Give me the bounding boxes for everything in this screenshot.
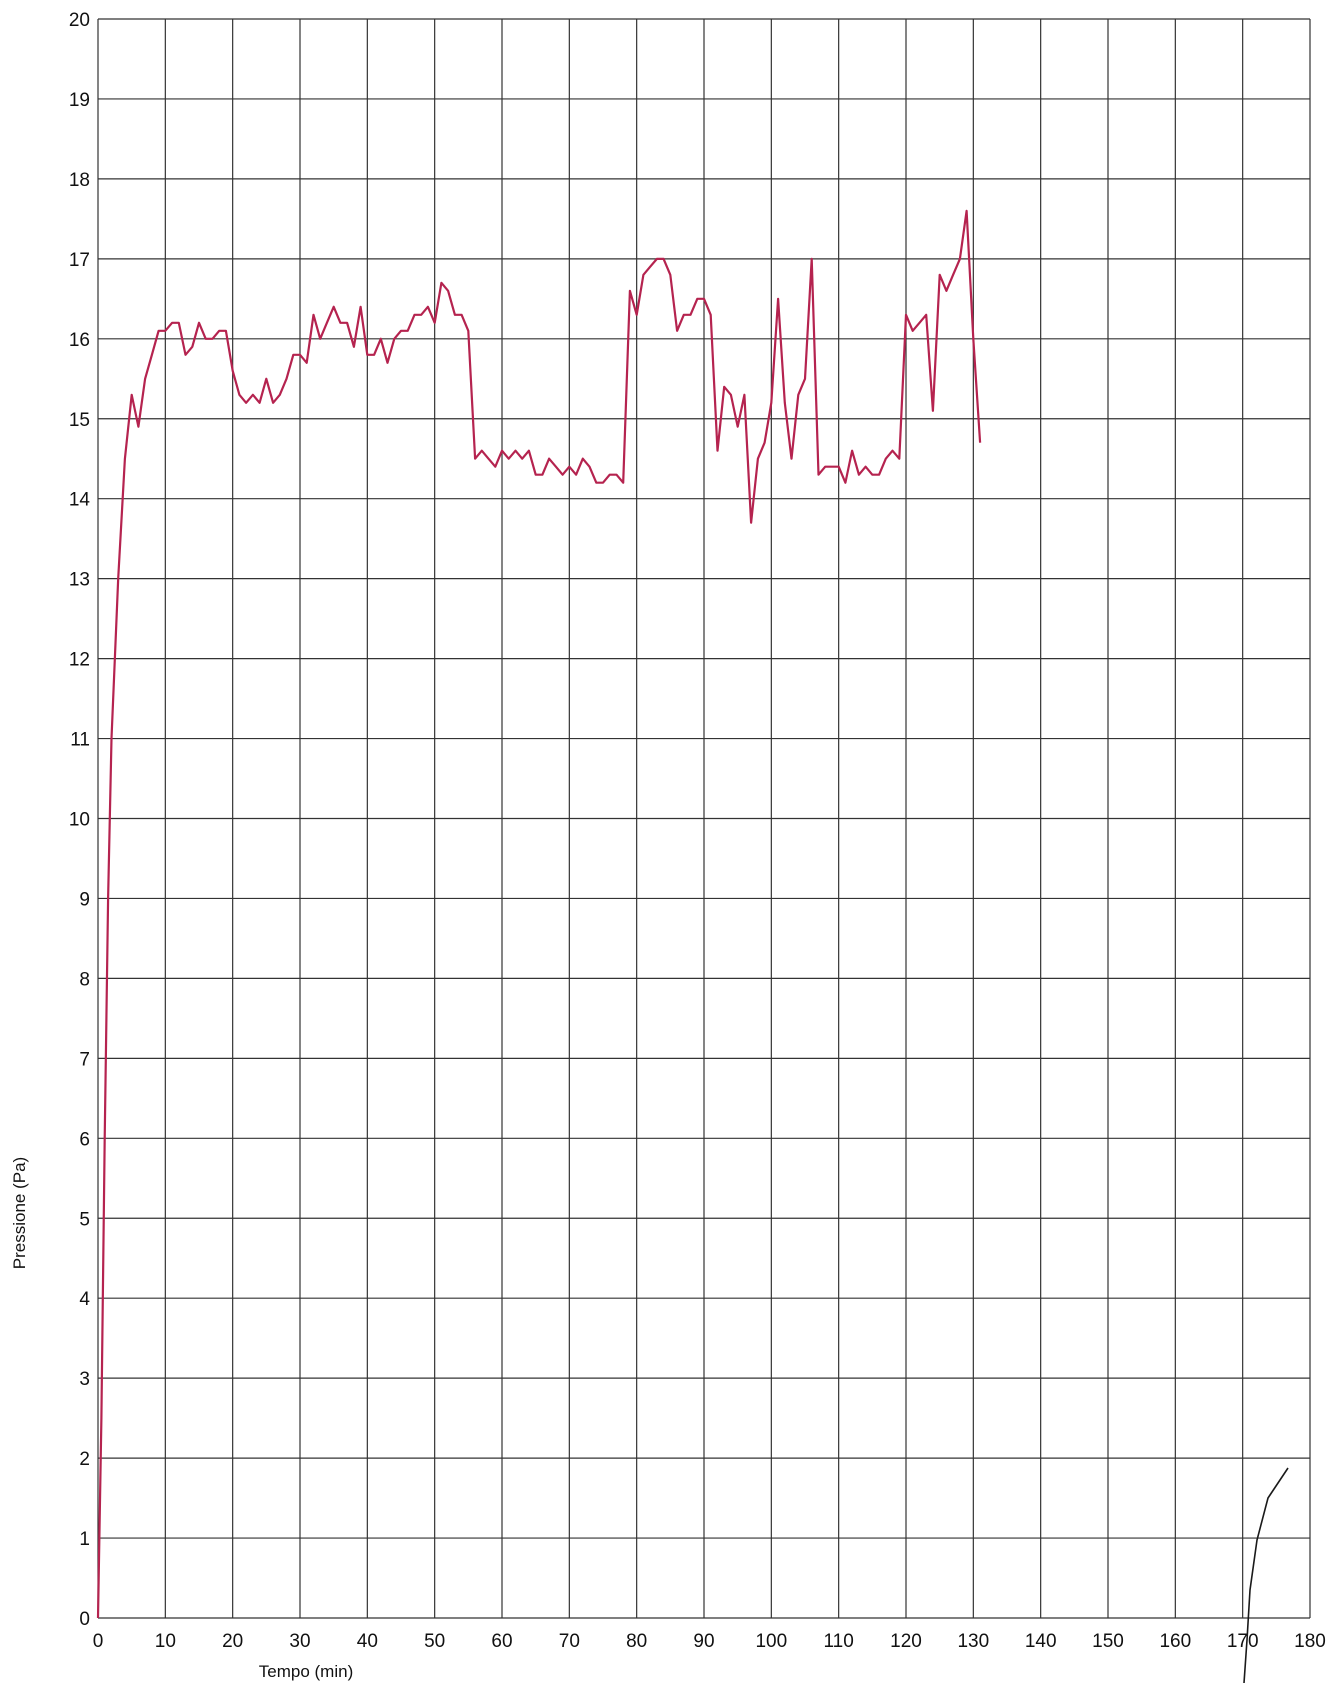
x-tick-label: 180: [1294, 1631, 1326, 1652]
y-tick-label: 5: [79, 1209, 90, 1230]
x-tick-label: 70: [559, 1631, 580, 1652]
y-tick-label: 13: [69, 570, 90, 591]
x-tick-label: 10: [155, 1631, 176, 1652]
x-tick-label: 50: [424, 1631, 445, 1652]
y-tick-label: 11: [70, 730, 90, 751]
y-tick-label: 0: [79, 1609, 90, 1630]
y-tick-label: 10: [69, 810, 90, 831]
x-tick-label: 20: [222, 1631, 243, 1652]
x-tick-label: 130: [957, 1631, 989, 1652]
y-tick-label: 17: [69, 250, 90, 271]
y-tick-label: 1: [79, 1529, 90, 1550]
x-tick-label: 140: [1025, 1631, 1057, 1652]
y-tick-label: 4: [79, 1289, 90, 1310]
y-tick-label: 8: [79, 969, 90, 990]
x-tick-label: 60: [491, 1631, 512, 1652]
x-tick-label: 150: [1092, 1631, 1124, 1652]
y-tick-label: 6: [79, 1129, 90, 1150]
y-tick-label: 16: [69, 330, 90, 351]
y-tick-label: 3: [79, 1369, 90, 1390]
x-tick-label: 170: [1227, 1631, 1259, 1652]
x-tick-label: 110: [824, 1631, 854, 1652]
x-axis-label: Tempo (min): [259, 1662, 353, 1681]
y-tick-label: 20: [69, 10, 90, 31]
pressure-series-line: [96, 209, 982, 1619]
y-tick-label: 7: [79, 1049, 90, 1070]
y-tick-label: 9: [79, 889, 90, 910]
x-tick-label: 80: [626, 1631, 647, 1652]
y-tick-label: 2: [79, 1449, 90, 1470]
grid: [97, 18, 1311, 1619]
x-tick-label: 90: [693, 1631, 714, 1652]
x-tick-label: 160: [1159, 1631, 1191, 1652]
x-tick-label: 40: [357, 1631, 378, 1652]
y-tick-label: 18: [69, 170, 90, 191]
y-tick-label: 12: [69, 650, 90, 671]
y-tick-label: 19: [69, 90, 90, 111]
x-tick-label: 100: [755, 1631, 787, 1652]
y-tick-label: 15: [69, 410, 90, 431]
y-tick-label: 14: [69, 490, 91, 511]
y-axis-label: Pressione (Pa): [10, 1157, 29, 1269]
x-tick-label: 120: [890, 1631, 922, 1652]
pen-signature-mark: [1243, 1467, 1289, 1683]
x-tick-labels: 0 10 20 30 40 50 60 70 80 90 100 110 120 130 140 150 160…: [93, 1631, 1326, 1652]
x-tick-label: 0: [93, 1631, 104, 1652]
x-tick-label: 30: [289, 1631, 310, 1652]
